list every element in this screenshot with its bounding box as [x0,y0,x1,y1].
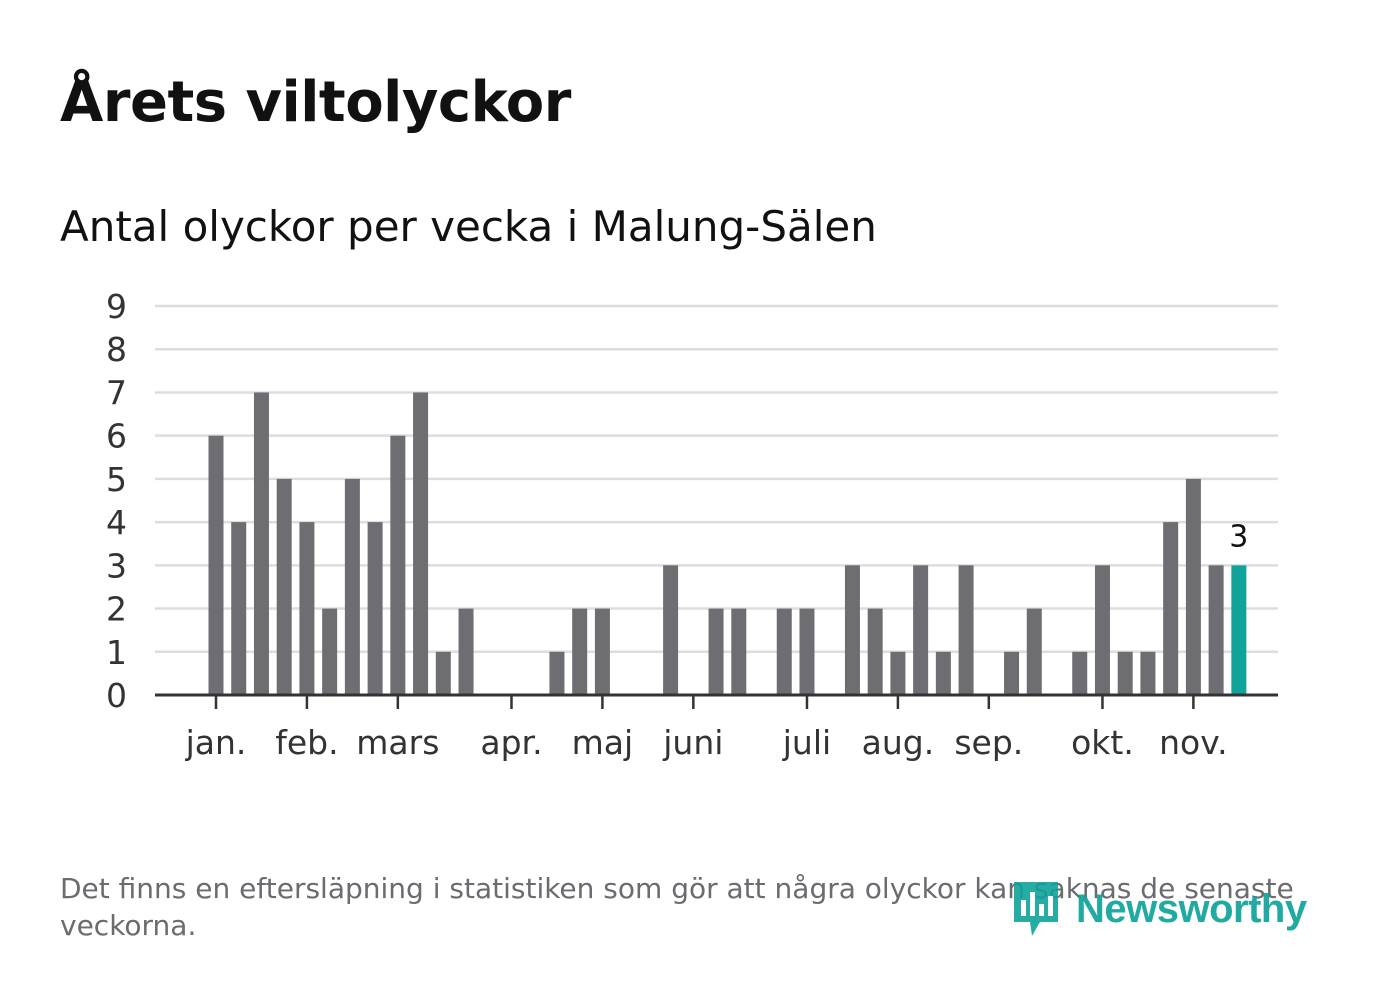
bar [594,608,610,695]
bar [1094,565,1110,695]
x-tick-label: mars [356,723,439,762]
bar-chart: 0 1 2 3 4 5 6 7 8 9 jan. feb. mars apr. maj juni juli au… [106,287,1278,762]
y-tick-labels: 0 1 2 3 4 5 6 7 8 9 [106,287,127,715]
data-labels: 3 [1229,519,1248,554]
bar [776,608,792,695]
bar-highlight [1231,565,1247,695]
bar [322,608,338,695]
bar [913,565,929,695]
newsworthy-logo[interactable]: Newsworthy [1010,878,1307,940]
bar [935,651,951,695]
newsworthy-logo-text: Newsworthy [1076,886,1307,931]
bar [276,478,292,695]
y-tick-label: 4 [106,503,127,542]
data-label: 3 [1229,519,1248,554]
bar [458,608,474,695]
bar [1072,651,1088,695]
y-tick-label: 3 [106,546,127,585]
y-tick-label: 1 [106,633,127,672]
y-tick-label: 6 [106,417,127,456]
bar [435,651,451,695]
bar [572,608,588,695]
x-tick-label: sep. [954,723,1023,762]
bars [208,392,1247,695]
bar [1004,651,1020,695]
bar [663,565,679,695]
x-tick-label: jan. [185,723,247,762]
bar [1140,651,1156,695]
bar [844,565,860,695]
bar [208,435,224,695]
y-tick-label: 2 [106,590,127,629]
y-tick-label: 7 [106,373,127,412]
bar [299,522,315,695]
x-tick-label: nov. [1159,723,1228,762]
newsworthy-logo-icon [1014,882,1058,936]
bar [413,392,429,695]
y-tick-label: 0 [106,676,127,715]
chart-title: Årets viltolyckor [60,70,571,135]
x-tick-label: apr. [480,723,542,762]
bar [1117,651,1133,695]
x-tick-label: juli [782,723,831,762]
bar [731,608,747,695]
bar [367,522,383,695]
x-tick-labels: jan. feb. mars apr. maj juni juli aug. sep. okt. n… [185,723,1228,762]
bar [1185,478,1201,695]
bar [708,608,724,695]
bar [890,651,906,695]
bar [390,435,406,695]
bar [231,522,247,695]
x-tick-label: maj [572,723,634,762]
y-tick-label: 9 [106,287,127,326]
bar [1208,565,1224,695]
footnote: Det finns en eftersläpning i statistiken… [60,872,1294,942]
bar [958,565,974,695]
x-tick-label: okt. [1071,723,1134,762]
y-tick-label: 8 [106,330,127,369]
chart-subtitle: Antal olyckor per vecka i Malung-Sälen [60,202,877,251]
bar [344,478,360,695]
bar [549,651,565,695]
x-tick-label: feb. [275,723,338,762]
x-tick-label: juni [662,723,723,762]
bar [1163,522,1179,695]
bar [867,608,883,695]
bar [1026,608,1042,695]
bar [799,608,815,695]
x-axis [155,693,1278,709]
gridlines [155,304,1278,654]
x-tick-label: aug. [862,723,935,762]
y-tick-label: 5 [106,460,127,499]
bar [253,392,269,695]
